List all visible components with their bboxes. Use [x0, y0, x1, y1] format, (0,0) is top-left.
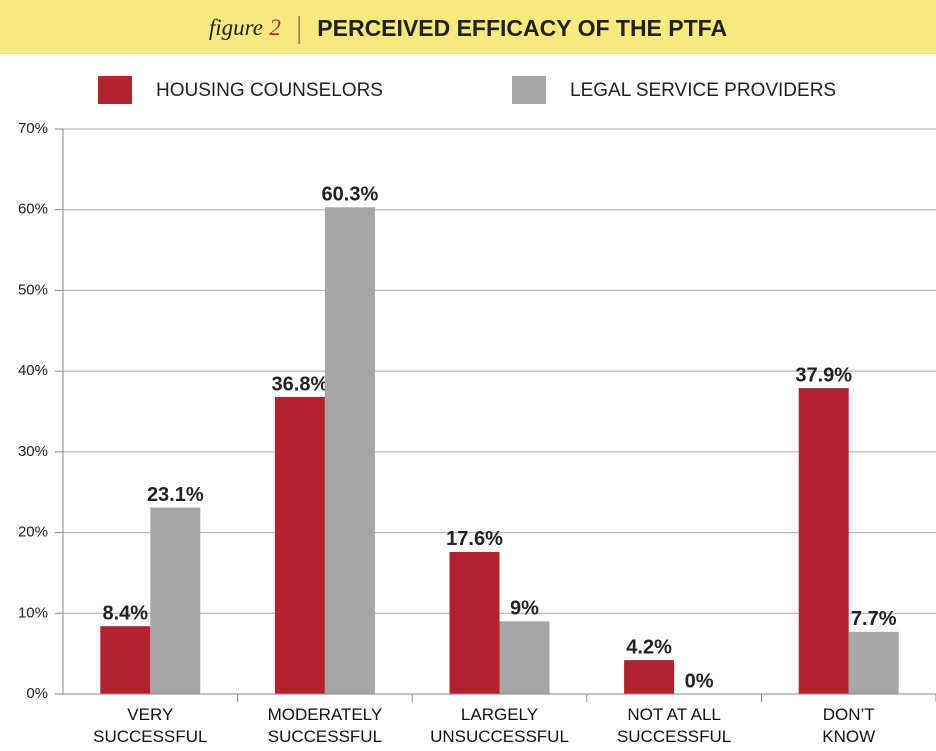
value-label: 17.6%: [446, 528, 503, 550]
value-label: 7.7%: [851, 608, 897, 630]
y-tick-label: 30%: [18, 443, 48, 460]
title-text: PERCEIVED EFFICACY OF THE PTFA: [317, 15, 727, 41]
title-bar: [0, 0, 936, 54]
bar: [848, 631, 899, 694]
x-tick-label: NOT AT ALL SUCCESSFUL: [616, 705, 732, 746]
x-tick-label: MODERATELY SUCCESSFUL: [267, 705, 383, 746]
legend-swatch: [512, 76, 546, 104]
y-tick-label: 40%: [18, 362, 48, 379]
bar: [449, 551, 500, 694]
value-label: 9%: [510, 598, 539, 620]
legend-label: LEGAL SERVICE PROVIDERS: [570, 80, 836, 101]
bar: [499, 621, 550, 694]
value-label: 37.9%: [795, 364, 852, 386]
figure-label: figure: [209, 15, 263, 40]
figure-number: 2: [269, 15, 281, 40]
legend-swatch: [98, 76, 132, 104]
y-tick-label: 0%: [26, 685, 48, 702]
y-tick-label: 50%: [18, 281, 48, 298]
bar: [324, 207, 375, 695]
y-tick-label: 70%: [18, 120, 48, 137]
x-tick-label: DON’T KNOW: [822, 705, 876, 746]
bar: [150, 507, 201, 694]
value-label: 60.3%: [322, 184, 379, 206]
bar: [100, 626, 151, 694]
y-tick-label: 10%: [18, 604, 48, 621]
value-label: 8.4%: [103, 602, 149, 624]
y-tick-label: 20%: [18, 524, 48, 541]
x-tick-label: VERY SUCCESSFUL: [93, 705, 208, 746]
bar: [798, 388, 849, 694]
chart-title: figure 2 PERCEIVED EFFICACY OF THE PTFA: [209, 15, 727, 41]
value-label: 36.8%: [272, 373, 329, 395]
value-label: 4.2%: [626, 636, 672, 658]
x-tick-label: LARGELY UNSUCCESSFUL: [430, 705, 569, 746]
legend-label: HOUSING COUNSELORS: [156, 80, 383, 101]
bar: [274, 396, 325, 694]
bar: [624, 660, 675, 694]
y-tick-label: 60%: [18, 201, 48, 218]
value-label: 0%: [685, 670, 714, 692]
value-label: 23.1%: [147, 484, 204, 506]
